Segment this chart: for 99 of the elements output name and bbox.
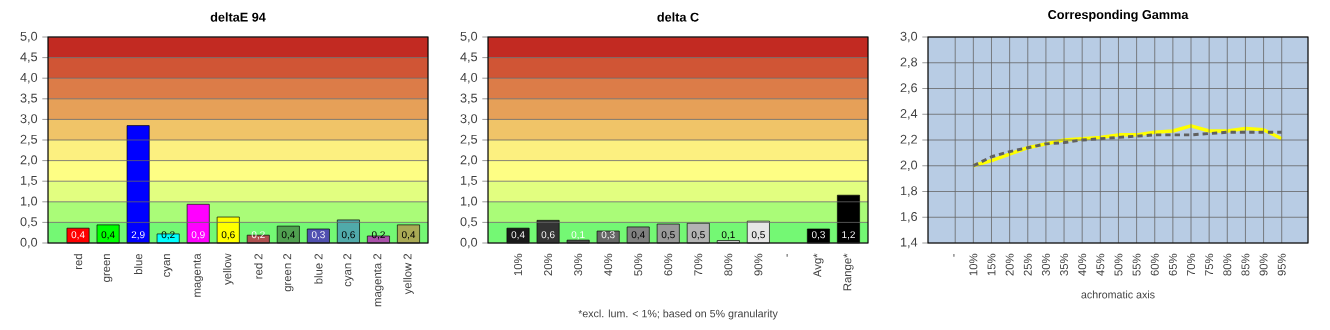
x-tick-label: 70% — [1187, 253, 1196, 276]
y-tick-label: 3,0 — [20, 114, 38, 125]
y-tick-label: 3,5 — [20, 93, 38, 105]
x-tick-label: 85% — [1241, 253, 1250, 276]
x-tick-label: 65% — [1168, 253, 1177, 276]
x-axis-title: achromatic axis — [1081, 290, 1155, 299]
x-tick-label: 40% — [604, 253, 613, 276]
x-tick-label: 80% — [724, 253, 733, 276]
x-tick-label: Range* — [843, 253, 854, 291]
y-tick-label: 4,5 — [20, 52, 38, 63]
y-tick-label: 2,0 — [900, 160, 918, 171]
x-tick-label: magenta 2 — [373, 253, 384, 307]
x-tick-label: green — [103, 254, 113, 282]
x-tick-label: 45% — [1096, 253, 1105, 276]
x-tick-label: 50% — [634, 253, 643, 276]
x-tick-label: 50% — [1114, 253, 1123, 276]
y-tick-label: 5,0 — [460, 31, 478, 43]
x-tick-label: 30% — [1041, 253, 1050, 276]
text: *excl. lum. < 1%; based on 5% granularity — [578, 309, 778, 320]
y-tick-label: 2,0 — [20, 155, 38, 166]
x-tick-label: blue 2 — [314, 253, 323, 284]
x-tick-label: 10% — [514, 253, 523, 276]
chart-title: deltaE 94 — [210, 12, 266, 22]
x-tick-label: 60% — [1150, 253, 1159, 276]
x-tick-label: 35% — [1060, 253, 1069, 276]
y-tick-label: 4,5 — [460, 52, 478, 63]
data-label: 0,9 — [191, 231, 205, 240]
data-label: 0,3 — [601, 231, 615, 240]
y-tick-label: 4,0 — [20, 72, 38, 84]
x-tick-label: yellow 2 — [403, 254, 414, 295]
y-tick-label: 3,0 — [900, 31, 918, 43]
data-label: 0,3 — [811, 231, 825, 240]
x-tick-label: red — [73, 254, 83, 270]
x-tick-label: - — [953, 253, 955, 257]
x-tick-label: red 2 — [254, 253, 263, 279]
y-tick-label: 1,8 — [900, 186, 918, 197]
y-tick-label: 2,5 — [460, 134, 478, 146]
x-tick-label: blue — [133, 253, 143, 275]
y-tick-label: 0,0 — [20, 237, 38, 249]
x-tick-label: - — [786, 253, 788, 257]
y-tick-label: 1,6 — [900, 212, 918, 223]
x-tick-label: 55% — [1132, 253, 1141, 276]
x-tick-label: magenta — [193, 253, 204, 297]
chart-title: delta C — [657, 12, 699, 22]
x-tick-label: 90% — [1259, 253, 1268, 276]
y-tick-label: 3,5 — [460, 93, 478, 105]
data-label: 1,2 — [842, 231, 855, 240]
x-tick-label: 90% — [754, 253, 763, 276]
data-label: 0,4 — [101, 231, 115, 240]
data-label: 0,4 — [281, 231, 295, 240]
y-tick-label: 4,0 — [460, 72, 478, 84]
y-tick-label: 2,6 — [900, 83, 918, 94]
x-tick-label: 70% — [694, 253, 703, 276]
y-tick-label: 0,5 — [20, 217, 38, 228]
y-tick-label: 1,5 — [20, 176, 38, 187]
y-tick-label: 0,5 — [460, 217, 478, 228]
x-tick-label: 30% — [574, 253, 583, 276]
data-label: 0,6 — [541, 231, 555, 240]
y-tick-label: 1,0 — [460, 196, 478, 208]
data-label: 0,1 — [721, 231, 735, 240]
y-tick-label: 3,0 — [460, 114, 478, 125]
x-tick-label: 10% — [969, 253, 978, 276]
x-tick-label: Avg* — [813, 253, 824, 278]
x-tick-label: 95% — [1277, 253, 1286, 276]
y-tick-label: 2,2 — [900, 134, 917, 146]
data-label: 0,5 — [691, 231, 705, 240]
x-tick-label: 20% — [544, 253, 553, 276]
data-label: 0,1 — [571, 231, 585, 240]
data-label: 0,4 — [511, 231, 525, 240]
data-label: 0,5 — [661, 231, 675, 240]
x-tick-label: 80% — [1223, 253, 1232, 276]
x-tick-label: 75% — [1205, 253, 1214, 276]
x-tick-label: green 2 — [283, 253, 294, 292]
x-tick-label: 20% — [1005, 253, 1014, 276]
data-label: 0,5 — [751, 231, 765, 240]
data-label: 0,4 — [401, 231, 416, 240]
data-label: 0,4 — [71, 231, 85, 240]
x-tick-label: cyan 2 — [343, 253, 354, 287]
y-tick-label: 1,0 — [20, 196, 38, 208]
x-tick-label: 15% — [987, 253, 996, 276]
data-label: 0,3 — [311, 231, 325, 240]
y-tick-label: 2,8 — [900, 57, 918, 68]
x-tick-label: cyan — [163, 254, 173, 277]
y-tick-label: 1,5 — [460, 176, 478, 187]
y-tick-label: 2,0 — [460, 155, 478, 166]
y-tick-label: 2,5 — [20, 134, 38, 146]
y-tick-label: 1,4 — [900, 237, 918, 249]
y-tick-label: 2,4 — [900, 109, 918, 120]
x-tick-label: 25% — [1023, 253, 1032, 276]
chart-title: Corresponding Gamma — [1048, 9, 1189, 22]
data-label: 0,6 — [221, 231, 235, 240]
data-label: 0,6 — [341, 231, 355, 240]
y-tick-label: 0,0 — [460, 237, 478, 249]
data-label: 0,4 — [631, 231, 645, 240]
x-tick-label: yellow — [222, 253, 234, 285]
x-tick-label: 40% — [1078, 253, 1087, 276]
y-tick-label: 5,0 — [20, 31, 38, 43]
data-label: 2,9 — [131, 231, 145, 240]
x-tick-label: 60% — [664, 253, 673, 276]
